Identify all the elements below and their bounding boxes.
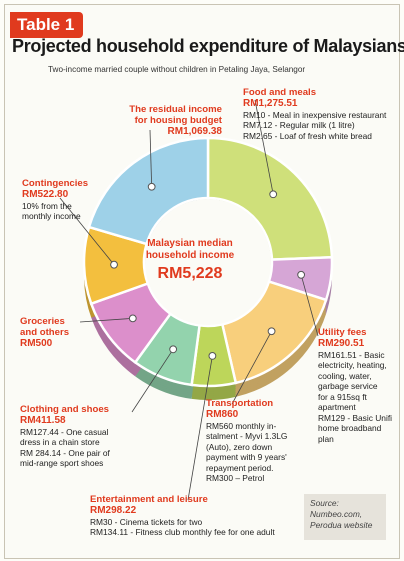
label-groceries-value: RM500 bbox=[20, 338, 53, 349]
center-value: RM5,228 bbox=[157, 265, 223, 282]
label-transport-name: Transportation bbox=[206, 398, 274, 409]
label-clothing: Clothing and shoes RM411.58 RM127.44 - O… bbox=[20, 404, 150, 469]
label-residual: The residual income for housing budget R… bbox=[92, 104, 222, 138]
label-contingencies: Contingencies RM522.80 10% from the mont… bbox=[22, 178, 112, 222]
leader-dot-food bbox=[269, 190, 278, 199]
slice-food bbox=[206, 136, 334, 261]
label-entertainment-value: RM298.22 bbox=[90, 505, 137, 516]
label-groceries: Groceries and others RM500 bbox=[20, 316, 100, 350]
label-utility-details: RM161.51 - Basic electricity, heating, c… bbox=[318, 349, 393, 444]
leader-line-transport bbox=[231, 331, 272, 405]
leader-line-residual bbox=[149, 129, 153, 187]
label-transport-value: RM860 bbox=[206, 409, 239, 420]
leader-dot-clothing bbox=[169, 345, 178, 354]
label-food: Food and meals RM1,275.51 RM10 - Meal in… bbox=[243, 87, 403, 141]
leader-line-clothing bbox=[131, 349, 174, 413]
label-clothing-name: Clothing and shoes bbox=[20, 404, 110, 415]
slice-residual bbox=[87, 136, 210, 246]
center-line-2: household income bbox=[145, 250, 235, 261]
center-line-1: Malaysian median bbox=[147, 238, 233, 249]
leader-dot-contingencies bbox=[110, 260, 118, 269]
page-subtitle: Two-income married couple without childr… bbox=[48, 65, 306, 74]
leader-line-entertainment bbox=[187, 355, 213, 501]
label-groceries-name: Groceries and others bbox=[20, 316, 70, 338]
label-contingencies-name: Contingencies bbox=[22, 178, 89, 189]
leader-dot-utility bbox=[297, 270, 306, 279]
leader-dot-residual bbox=[147, 182, 156, 191]
label-residual-value: RM1,069.38 bbox=[167, 126, 222, 137]
center-label: Malaysian median household income RM5,22… bbox=[130, 238, 250, 284]
label-utility: Utility fees RM290.51 RM161.51 - Basic e… bbox=[318, 327, 400, 444]
leader-line-groceries bbox=[79, 317, 133, 323]
label-residual-name: The residual income for housing budget bbox=[129, 104, 222, 126]
label-food-value: RM1,275.51 bbox=[243, 98, 298, 109]
label-transport: Transportation RM860 RM560 monthly in- s… bbox=[206, 398, 316, 484]
leader-line-food bbox=[254, 99, 274, 195]
label-utility-value: RM290.51 bbox=[318, 338, 365, 349]
leader-dot-groceries bbox=[128, 314, 137, 323]
label-contingencies-value: RM522.80 bbox=[22, 189, 69, 200]
label-clothing-details: RM127.44 - One casual dress in a chain s… bbox=[20, 426, 110, 469]
label-entertainment-name: Entertainment and leisure bbox=[90, 494, 208, 505]
label-transport-details: RM560 monthly in- stalment - Myvi 1.3LG … bbox=[206, 420, 288, 484]
leader-layer bbox=[59, 99, 319, 501]
label-utility-name: Utility fees bbox=[318, 327, 367, 338]
donut-hole bbox=[145, 199, 271, 325]
label-food-details: RM10 - Meal in inexpensive restaurant RM… bbox=[243, 109, 387, 141]
page-title: Projected household expenditure of Malay… bbox=[12, 36, 404, 56]
leader-dot-entertainment bbox=[208, 351, 217, 360]
leader-line-contingencies bbox=[59, 197, 115, 265]
table-badge: Table 1 bbox=[10, 12, 84, 38]
label-entertainment-details: RM30 - Cinema tickets for two RM134.11 -… bbox=[90, 516, 275, 538]
label-food-name: Food and meals bbox=[243, 87, 317, 98]
label-contingencies-details: 10% from the monthly income bbox=[22, 200, 81, 222]
source-note: Source: Numbeo.com, Perodua website bbox=[304, 494, 386, 540]
label-entertainment: Entertainment and leisure RM298.22 RM30 … bbox=[90, 494, 300, 538]
leader-line-utility bbox=[300, 274, 319, 337]
leader-dot-transport bbox=[267, 327, 276, 336]
label-clothing-value: RM411.58 bbox=[20, 415, 66, 426]
